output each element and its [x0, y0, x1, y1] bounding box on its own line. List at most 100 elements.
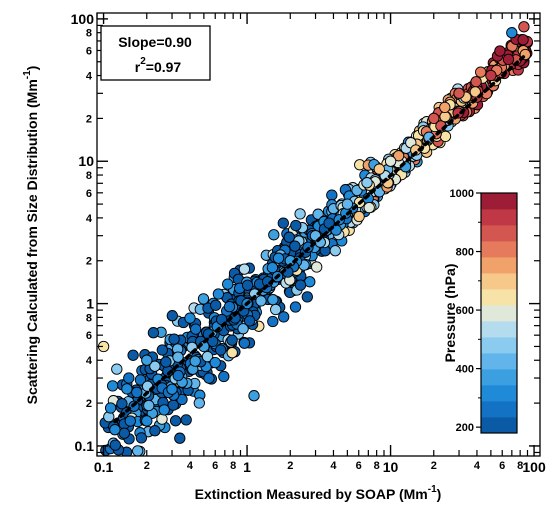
colorbar-ticks: 200 400 600 800 1000: [450, 188, 481, 434]
y-tick-label: 0.1: [75, 438, 95, 454]
x-minor-tick-label: 8: [517, 460, 523, 472]
data-point: [373, 163, 385, 175]
y-tick-label: 100: [71, 11, 95, 27]
x-minor-tick-label: 4: [330, 460, 337, 472]
data-point: [209, 356, 221, 369]
data-point: [312, 208, 324, 220]
scatter-points: [97, 21, 533, 456]
colorbar-segment: [481, 401, 517, 418]
data-point: [294, 208, 306, 220]
data-point: [147, 327, 160, 339]
data-point: [223, 300, 236, 313]
data-point: [158, 404, 170, 416]
data-point: [502, 53, 515, 66]
data-point: [222, 278, 234, 290]
data-point: [218, 370, 230, 383]
data-point: [353, 210, 365, 223]
data-point: [201, 350, 214, 363]
data-point: [470, 76, 482, 88]
data-point: [506, 27, 518, 39]
data-point: [248, 390, 260, 402]
data-point: [278, 311, 290, 323]
data-point: [193, 397, 205, 409]
data-point: [341, 198, 354, 210]
data-point: [127, 349, 139, 361]
stats-box: [100, 25, 211, 81]
x-minor-tick-label: 8: [230, 460, 236, 472]
data-point: [428, 112, 440, 125]
y-axis-label: Scattering Calculated from Size Distribu…: [22, 66, 40, 405]
data-point: [267, 294, 279, 306]
y-minor-tick-label: 8: [86, 170, 92, 182]
colorbar-segment: [481, 305, 517, 322]
data-point: [289, 240, 301, 252]
data-point: [160, 356, 172, 368]
colorbar-segment: [481, 257, 517, 274]
data-point: [131, 386, 143, 399]
data-point: [244, 315, 256, 327]
colorbar-tick-label: 1000: [450, 188, 474, 200]
colorbar-tick-label: 200: [456, 422, 474, 434]
data-point: [361, 177, 373, 189]
data-point: [166, 310, 178, 322]
x-minor-tick-label: 2: [431, 460, 437, 472]
y-minor-tick-label: 2: [86, 113, 92, 125]
data-point: [123, 372, 135, 384]
y-minor-tick-label: 4: [86, 71, 93, 83]
data-point: [237, 323, 249, 335]
colorbar: [480, 192, 518, 434]
data-point: [267, 315, 279, 328]
data-point: [106, 380, 119, 392]
data-point: [141, 415, 153, 427]
data-point: [266, 261, 279, 274]
x-minor-tick-label: 2: [287, 460, 293, 472]
x-tick-label: 100: [522, 459, 546, 475]
data-point: [518, 21, 530, 33]
colorbar-segment: [481, 273, 517, 290]
data-point: [172, 369, 184, 382]
data-point: [294, 279, 307, 291]
y-minor-tick-label: 8: [86, 312, 92, 324]
data-point: [168, 333, 180, 345]
data-point: [238, 337, 251, 349]
data-point: [439, 130, 452, 143]
colorbar-segment: [481, 241, 517, 258]
data-point: [255, 295, 267, 307]
data-point: [109, 424, 121, 436]
data-point: [111, 363, 123, 375]
data-point: [215, 344, 227, 356]
data-point: [143, 399, 155, 412]
data-point: [270, 303, 282, 316]
data-point: [304, 276, 316, 288]
data-point: [485, 69, 497, 82]
y-minor-tick-label: 8: [86, 28, 92, 40]
data-point: [118, 427, 130, 439]
data-point: [290, 219, 302, 232]
colorbar-segment: [481, 417, 517, 434]
data-point: [453, 87, 465, 99]
colorbar-segment: [481, 353, 517, 370]
x-tick-label: 10: [383, 459, 399, 475]
plot-frame: [96, 12, 541, 457]
data-point: [109, 439, 121, 451]
data-point: [494, 45, 506, 57]
y-tick-label: 1: [86, 296, 94, 312]
data-point: [134, 374, 147, 386]
data-point: [149, 425, 161, 437]
y-minor-tick-label: 6: [86, 330, 92, 342]
y-minor-tick-label: 4: [86, 213, 93, 225]
x-tick-label: 0.1: [94, 459, 114, 475]
data-point: [124, 415, 136, 427]
colorbar-segment: [481, 369, 517, 386]
data-point: [174, 432, 186, 444]
data-point: [190, 323, 202, 335]
x-minor-tick-label: 6: [356, 460, 362, 472]
data-point: [226, 334, 238, 346]
data-point: [132, 445, 144, 456]
y-minor-tick-label: 6: [86, 188, 92, 200]
colorbar-segment: [481, 289, 517, 306]
data-point: [363, 201, 375, 214]
colorbar-tick-label: 800: [456, 247, 474, 259]
